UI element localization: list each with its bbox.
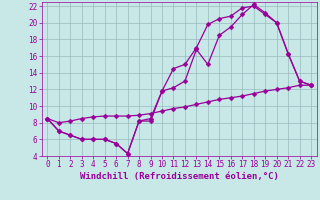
X-axis label: Windchill (Refroidissement éolien,°C): Windchill (Refroidissement éolien,°C) xyxy=(80,172,279,181)
